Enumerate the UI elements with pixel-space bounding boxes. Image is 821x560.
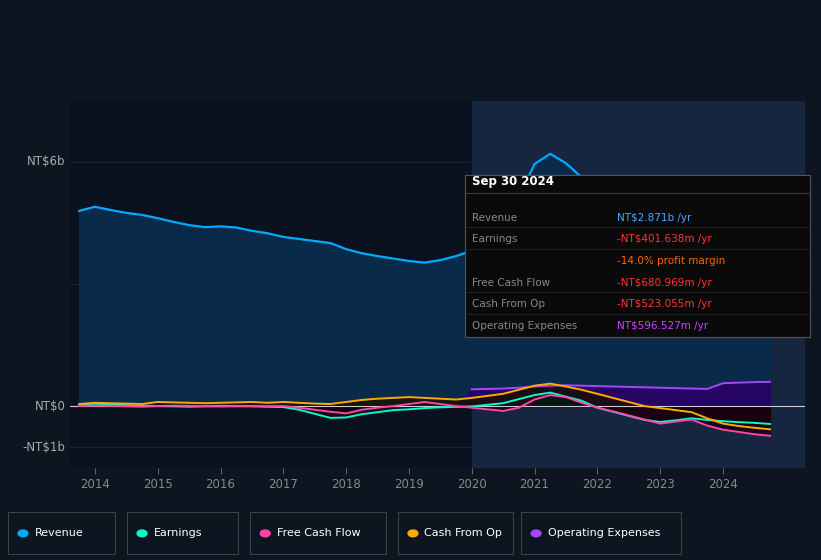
Text: Revenue: Revenue — [471, 213, 516, 223]
Text: NT$2.871b /yr: NT$2.871b /yr — [617, 213, 691, 223]
Text: Operating Expenses: Operating Expenses — [548, 529, 660, 538]
Text: NT$0: NT$0 — [34, 400, 66, 413]
Text: Operating Expenses: Operating Expenses — [471, 321, 577, 331]
Bar — [472, 101, 805, 468]
Text: -NT$680.969m /yr: -NT$680.969m /yr — [617, 278, 712, 288]
Text: Earnings: Earnings — [154, 529, 202, 538]
Text: Cash From Op: Cash From Op — [471, 299, 544, 309]
Text: Free Cash Flow: Free Cash Flow — [277, 529, 360, 538]
Text: -NT$1b: -NT$1b — [23, 441, 66, 454]
Text: -14.0% profit margin: -14.0% profit margin — [617, 256, 725, 266]
Text: Free Cash Flow: Free Cash Flow — [471, 278, 550, 288]
Text: Earnings: Earnings — [471, 235, 517, 244]
Text: Revenue: Revenue — [34, 529, 83, 538]
Text: NT$6b: NT$6b — [27, 156, 66, 169]
Text: -NT$401.638m /yr: -NT$401.638m /yr — [617, 235, 712, 244]
Text: -NT$523.055m /yr: -NT$523.055m /yr — [617, 299, 712, 309]
Text: NT$596.527m /yr: NT$596.527m /yr — [617, 321, 708, 331]
Text: Cash From Op: Cash From Op — [424, 529, 502, 538]
Text: Sep 30 2024: Sep 30 2024 — [471, 175, 553, 188]
